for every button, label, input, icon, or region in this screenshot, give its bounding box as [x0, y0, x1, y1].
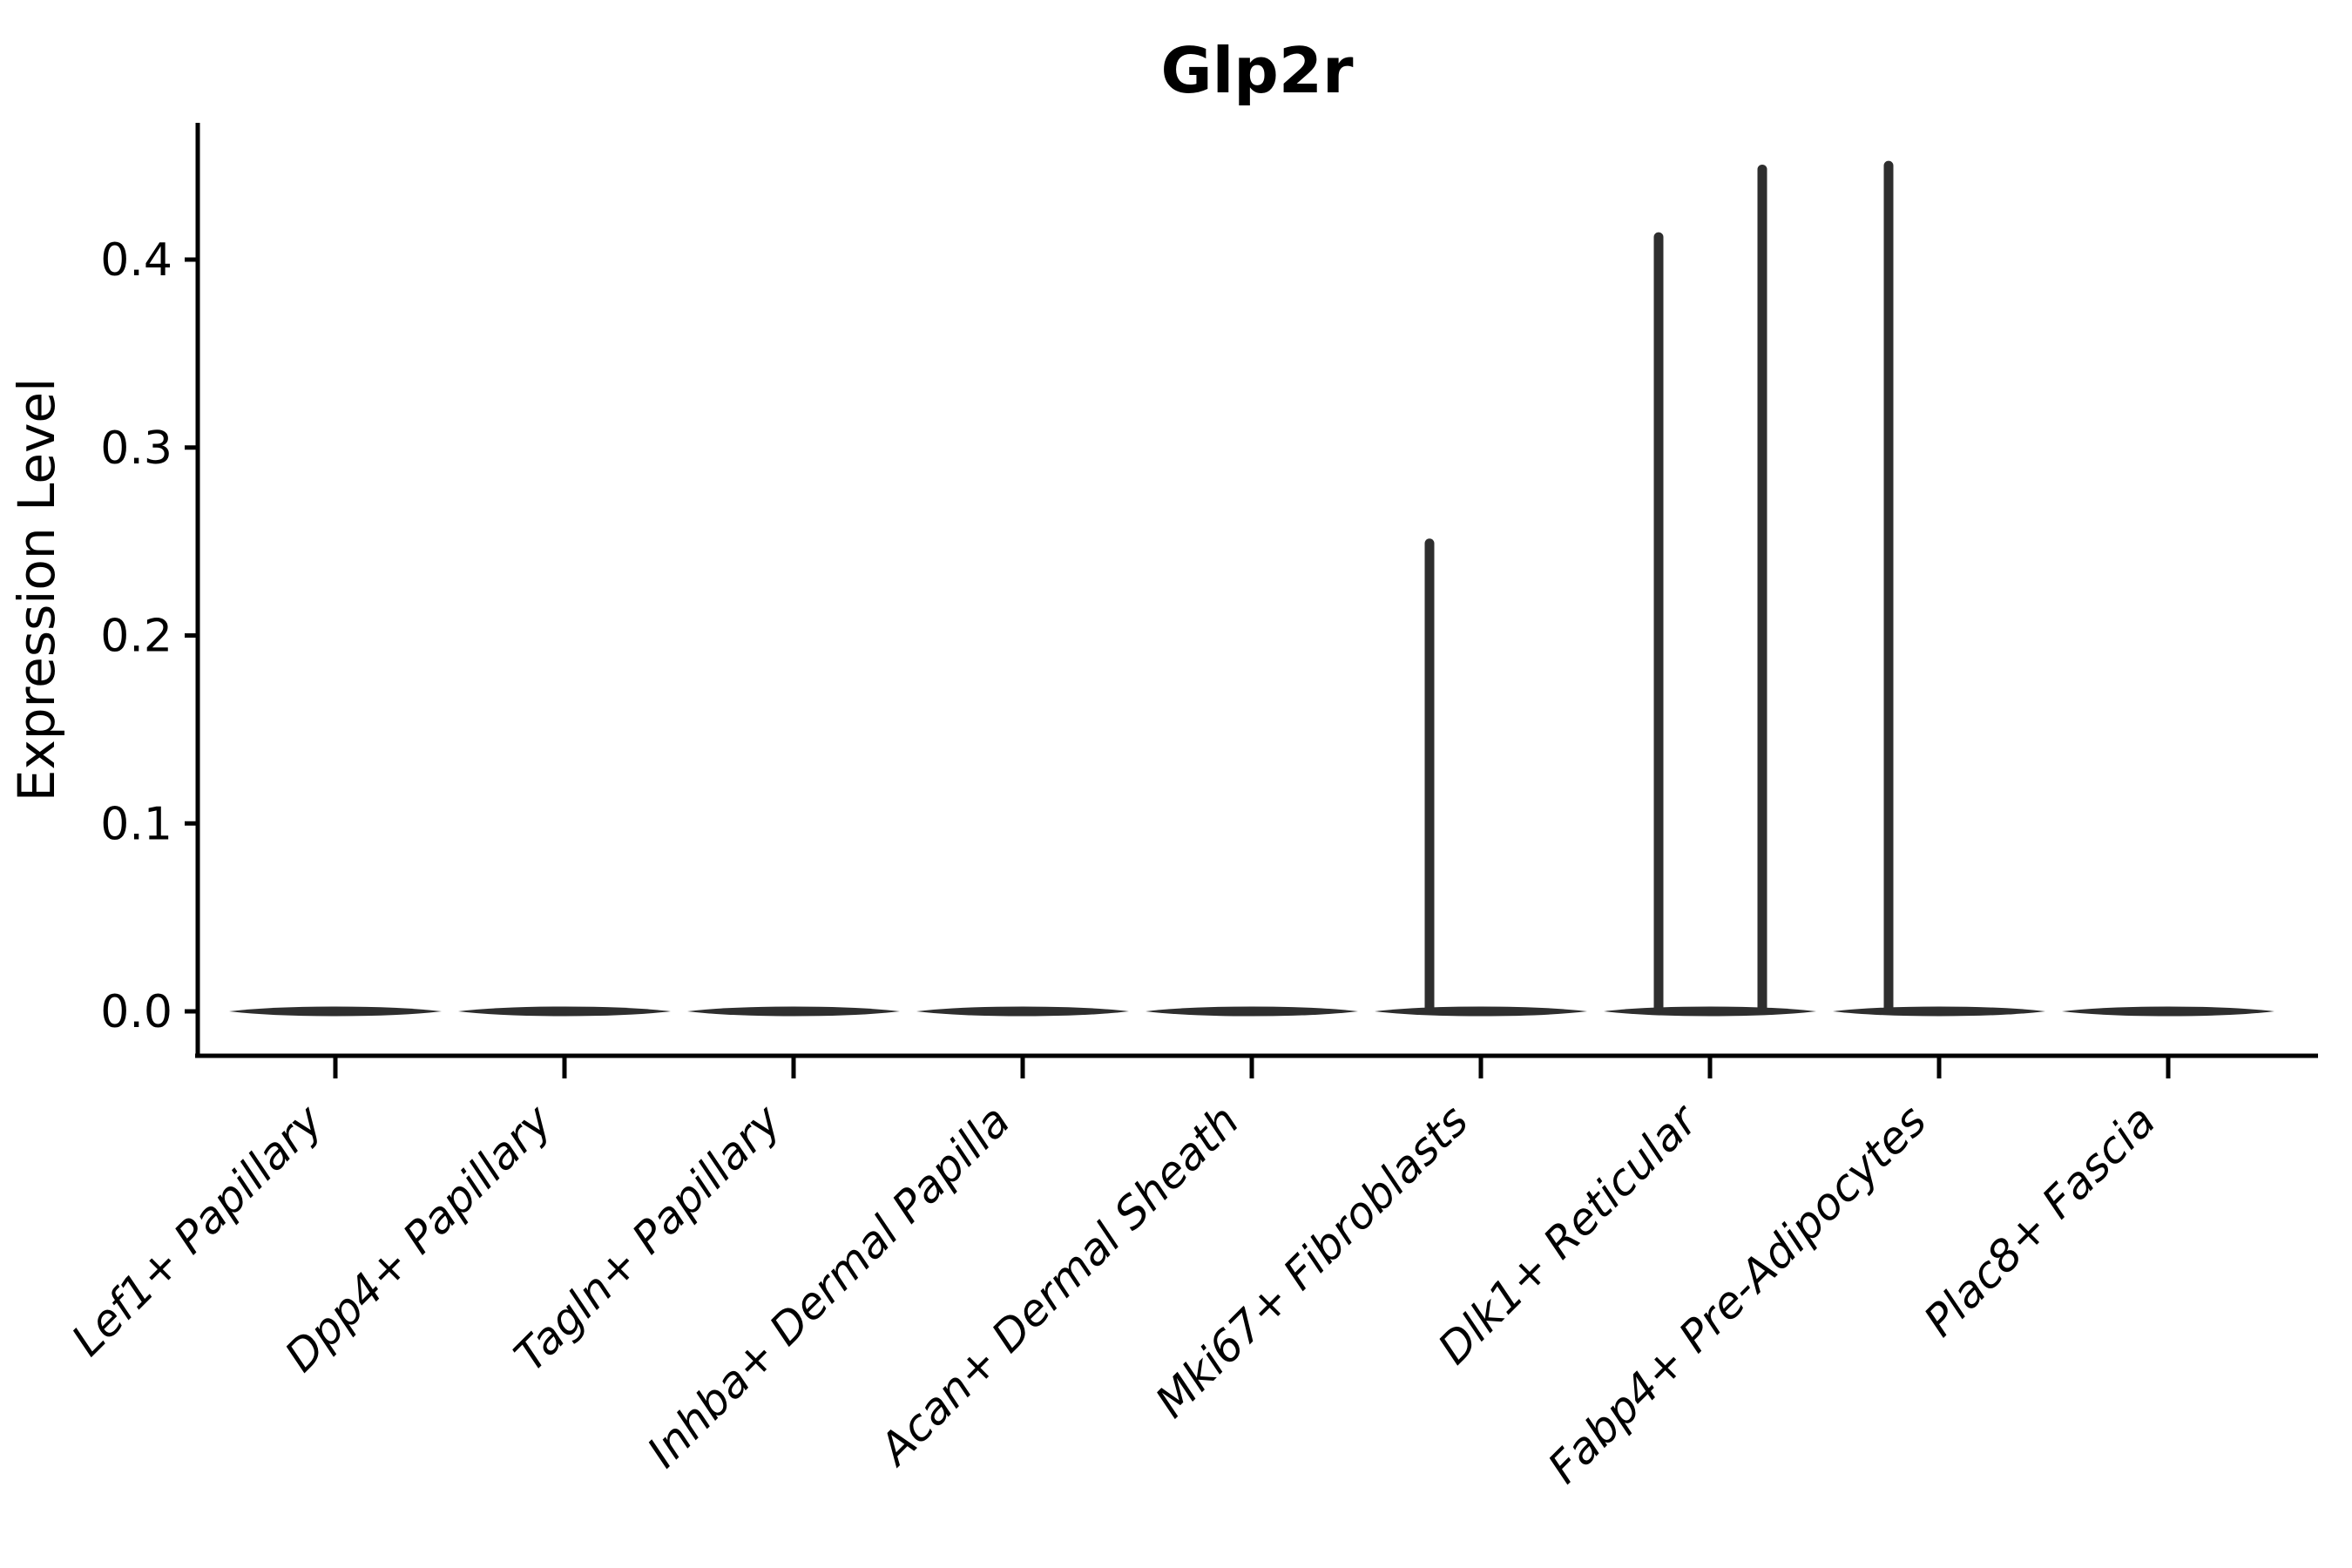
x-category-label: Inhba+ Dermal Papilla [638, 1095, 1019, 1477]
violin-body [916, 1006, 1129, 1017]
violin-body [1375, 1006, 1587, 1017]
violin-body [1833, 1006, 2045, 1017]
x-ticks-group [333, 1056, 2171, 1078]
spikes-group [1424, 160, 1894, 1015]
violin-body [1604, 1006, 1816, 1017]
violin-body [458, 1006, 671, 1017]
violin-body [1146, 1006, 1358, 1017]
x-category-label: Plac8+ Fascia [1915, 1095, 2166, 1346]
x-category-label: Lef1+ Papillary [62, 1094, 333, 1365]
x-category-label: Acan+ Dermal Sheath [868, 1095, 1249, 1476]
x-category-label: Fabp4+ Pre-Adipocytes [1538, 1095, 1936, 1493]
y-ticks-group: 0.0 0.1 0.2 0.3 0.4 [100, 234, 198, 1038]
chart-title: Glp2r [1161, 34, 1354, 107]
violins-group [229, 1006, 2274, 1017]
y-tick-label: 0.4 [100, 234, 172, 287]
y-axis-label: Expression Level [7, 378, 66, 801]
violin-body [2062, 1006, 2274, 1017]
y-tick-label: 0.0 [100, 986, 172, 1038]
violin-body [687, 1006, 900, 1017]
y-tick-label: 0.1 [100, 798, 172, 850]
y-tick-label: 0.2 [100, 611, 172, 663]
violin-body [229, 1006, 442, 1017]
y-tick-label: 0.3 [100, 422, 172, 475]
